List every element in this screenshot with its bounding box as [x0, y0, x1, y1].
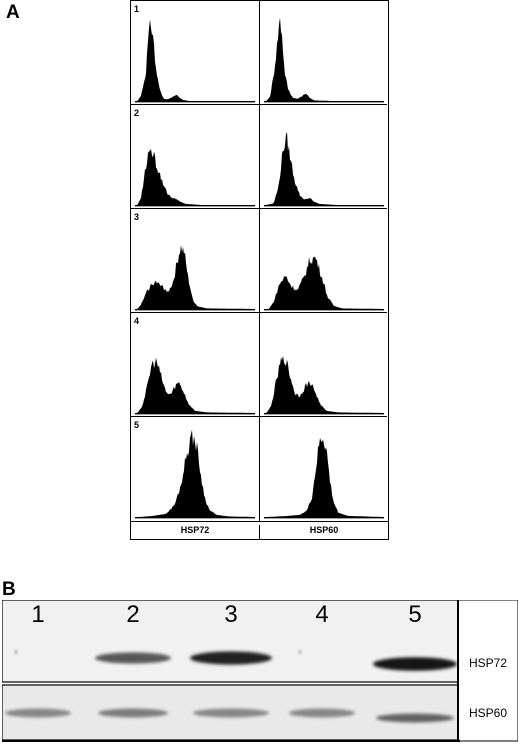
hsp60-band-3	[193, 708, 269, 718]
row-label: 4	[134, 316, 140, 326]
histogram-hsp72	[135, 429, 255, 518]
column-labels: HSP72 HSP60	[131, 521, 388, 540]
hsp60-band-2	[98, 708, 168, 718]
histogram-cell-5-hsp60	[259, 417, 387, 521]
lane-label-4: 4	[315, 601, 329, 628]
column-label-hsp60: HSP60	[259, 525, 388, 540]
column-label-hsp72: HSP72	[180, 525, 210, 535]
hsp72-gel	[1, 599, 459, 683]
histogram-hsp60	[264, 256, 384, 310]
histogram-hsp60	[264, 355, 384, 414]
hsp72-band-3	[190, 651, 272, 665]
histogram-hsp60	[264, 17, 384, 102]
hsp60-band-5	[376, 713, 454, 723]
histogram-hsp60	[264, 131, 384, 206]
histogram-cell-3-hsp72: 3	[131, 209, 259, 313]
western-blot: 1 2 3 4 5 HSP72 HSP60	[1, 599, 519, 743]
band-label-hsp72: HSP72	[469, 656, 508, 670]
histogram-cell-4-hsp72: 4	[131, 313, 259, 417]
row-label: 1	[134, 4, 140, 14]
lane-label-2: 2	[126, 601, 140, 628]
lane-label-1: 1	[31, 601, 45, 628]
row-label: 2	[134, 108, 140, 118]
panel-b-letter: B	[2, 579, 16, 600]
histogram-cell-3-hsp60	[259, 209, 387, 313]
hsp72-band-4	[298, 650, 302, 654]
hsp60-band-4	[289, 708, 355, 718]
hsp60-band-1	[5, 708, 71, 718]
histogram-hsp60	[264, 437, 384, 518]
histogram-cell-1-hsp72: 1	[131, 1, 259, 105]
hsp72-band-1	[14, 650, 18, 654]
lane-label-3: 3	[224, 601, 238, 628]
histogram-cell-2-hsp60	[259, 105, 387, 209]
lane-label-5: 5	[408, 601, 422, 628]
flow-histogram-grid: 1 2 3 4 5 HSP72 HSP60	[130, 0, 389, 540]
histogram-cell-1-hsp60	[259, 1, 387, 105]
histogram-cell-5-hsp72: 5	[131, 417, 259, 521]
row-label: 5	[134, 420, 140, 430]
histogram-cell-2-hsp72: 2	[131, 105, 259, 209]
histogram-hsp72	[135, 357, 255, 414]
histogram-hsp72	[135, 19, 255, 102]
histogram-cell-4-hsp60	[259, 313, 387, 417]
panel-a-letter: A	[6, 2, 20, 23]
histogram-hsp72	[135, 149, 255, 206]
blot-image	[1, 599, 519, 743]
histogram-hsp72	[135, 245, 255, 310]
band-label-hsp60: HSP60	[469, 706, 508, 720]
hsp72-band-5	[373, 657, 457, 671]
hsp72-band-2	[95, 652, 171, 664]
row-label: 3	[134, 212, 140, 222]
